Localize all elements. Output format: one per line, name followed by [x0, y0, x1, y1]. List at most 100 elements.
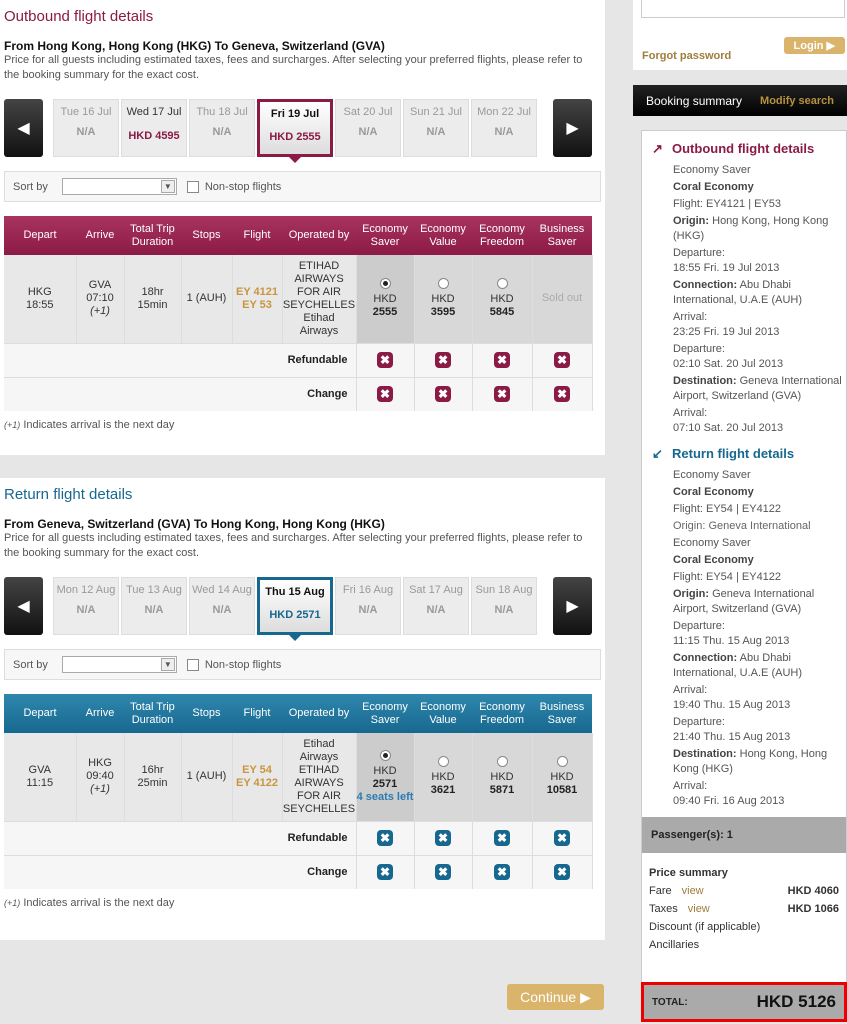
date-option[interactable]: Mon 12 Aug N/A	[53, 577, 119, 635]
detail-label: Departure:	[673, 620, 725, 632]
forgot-password-link[interactable]: Forgot password	[642, 50, 732, 62]
note-text: Indicates arrival is the next day	[20, 419, 175, 431]
fare-view-link[interactable]: view	[681, 885, 704, 897]
price-note: Price for all guests including estimated…	[4, 54, 583, 81]
cell-text: 15min	[137, 298, 168, 311]
fare-option[interactable]: HKD 2571 4 seats left	[356, 733, 415, 821]
date-option[interactable]: Sat 20 Jul N/A	[335, 99, 401, 157]
leg-detail: Connection: Abu Dhabi International, U.A…	[642, 278, 846, 308]
leg-detail: Departure: 21:40 Thu. 15 Aug 2013	[642, 715, 846, 745]
cell-text: EY 53	[242, 298, 272, 311]
flight-number-cell: EY 4121 EY 53	[232, 255, 283, 343]
flight-number-cell: EY 54 EY 4122	[232, 733, 283, 821]
total-row: TOTAL: HKD 5126	[641, 982, 847, 1022]
cabin: Coral Economy	[642, 553, 846, 568]
fare-currency: HKD	[490, 293, 514, 306]
x-icon: ✖	[435, 386, 451, 403]
continue-button[interactable]: Continue ▶	[507, 984, 604, 1010]
fare-option[interactable]: HKD 5845	[472, 255, 533, 343]
column-header: Economy Saver	[356, 694, 414, 733]
x-icon: ✖	[494, 386, 510, 403]
fare-radio[interactable]	[496, 756, 508, 768]
date-label: Mon 12 Aug	[56, 584, 116, 596]
column-header: Economy Saver	[356, 216, 414, 255]
fare-option[interactable]: HKD 2555	[356, 255, 415, 343]
date-option[interactable]: Mon 22 Jul N/A	[471, 99, 537, 157]
date-option[interactable]: Thu 18 Jul N/A	[189, 99, 255, 157]
fare-radio[interactable]	[379, 278, 391, 290]
fare-currency: HKD	[431, 293, 455, 306]
next-day-note: (+1) Indicates arrival is the next day	[4, 419, 601, 431]
next-day-mark: (+1)	[4, 420, 21, 430]
date-option[interactable]: Sat 17 Aug N/A	[403, 577, 469, 635]
flight-row[interactable]: HKG 18:55 GVA 07:10 (+1) 18hr 15min 1 (AUH) EY 4…	[4, 255, 593, 343]
date-option[interactable]: Tue 13 Aug N/A	[121, 577, 187, 635]
change-row: Change ✖ ✖ ✖ ✖	[4, 376, 593, 411]
duration-cell: 18hr 15min	[124, 255, 182, 343]
flight-row[interactable]: GVA 11:15 HKG 09:40 (+1) 16hr 25min 1 (AUH) EY 5…	[4, 733, 593, 821]
login-button[interactable]: Login ▶	[783, 37, 845, 54]
leg-detail: Departure: 02:10 Sat. 20 Jul 2013	[642, 342, 846, 372]
date-option[interactable]: Fri 19 Jul HKD 2555	[257, 99, 333, 163]
fare-option[interactable]: HKD 3621	[414, 733, 473, 821]
sort-select[interactable]: ▼	[61, 178, 177, 195]
date-option[interactable]: Wed 17 Jul HKD 4595	[121, 99, 187, 157]
prev-dates-button[interactable]: ◀	[4, 99, 43, 157]
column-header: Operated by	[282, 694, 356, 733]
fare-option[interactable]: HKD 5871	[472, 733, 533, 821]
detail-value: 07:10 Sat. 20 Jul 2013	[673, 422, 784, 434]
leg-detail: Origin: Geneva International Airport, Sw…	[642, 587, 846, 617]
date-option[interactable]: Wed 14 Aug N/A	[189, 577, 255, 635]
condition-cell: ✖	[472, 376, 533, 411]
column-header: Business Saver	[532, 694, 592, 733]
cell-text: AIRWAYS	[294, 272, 344, 285]
sort-select[interactable]: ▼	[61, 656, 177, 673]
outbound-summary-title: Outbound flight details	[672, 141, 815, 156]
date-option[interactable]: Tue 16 Jul N/A	[53, 99, 119, 157]
detail-label: Departure:	[673, 716, 725, 728]
login-box: Forgot password Login ▶	[633, 0, 847, 70]
date-option[interactable]: Sun 18 Aug N/A	[471, 577, 537, 635]
fare-type: Economy Saver	[673, 469, 751, 481]
fare-radio[interactable]	[556, 756, 568, 768]
detail-label: Destination:	[673, 375, 737, 387]
prev-dates-button[interactable]: ◀	[4, 577, 43, 635]
fare-radio[interactable]	[379, 749, 391, 761]
stops-cell: 1 (AUH)	[181, 255, 233, 343]
next-dates-button[interactable]: ▶	[553, 577, 592, 635]
operated-by-cell: ETIHAD AIRWAYS FOR AIR SEYCHELLES Etihad Airw…	[282, 255, 357, 343]
date-option[interactable]: Fri 16 Aug N/A	[335, 577, 401, 635]
date-option[interactable]: Sun 21 Jul N/A	[403, 99, 469, 157]
date-label: Mon 22 Jul	[477, 106, 531, 118]
detail-label: Departure:	[673, 247, 725, 259]
x-icon: ✖	[377, 352, 393, 368]
sort-bar: Sort by ▼ Non-stop flights	[4, 171, 601, 202]
condition-cell: ✖	[414, 376, 473, 411]
password-input[interactable]	[641, 0, 845, 18]
flight-numbers: Flight: EY54 | EY4122	[673, 571, 782, 583]
depart-cell: HKG 18:55	[4, 255, 77, 343]
fare-amount: 10581	[546, 784, 578, 797]
condition-label: Change	[4, 376, 357, 411]
nonstop-checkbox[interactable]	[186, 180, 199, 193]
fare-radio[interactable]	[437, 278, 449, 290]
passenger-count: Passenger(s): 1	[642, 817, 846, 853]
fare-radio[interactable]	[437, 756, 449, 768]
taxes-view-link[interactable]: view	[687, 903, 710, 915]
condition-cell: ✖	[356, 854, 415, 889]
modify-search-link[interactable]: Modify search	[760, 94, 835, 107]
fare-radio[interactable]	[496, 278, 508, 290]
date-label: Tue 16 Jul	[60, 106, 112, 118]
fare-option[interactable]: HKD 10581	[532, 733, 593, 821]
fare-amount: 2571	[372, 777, 398, 790]
sort-label: Sort by	[13, 658, 48, 671]
depart-cell: GVA 11:15	[4, 733, 77, 821]
leg-detail: Departure: 11:15 Thu. 15 Aug 2013	[642, 619, 846, 649]
fare-option[interactable]: HKD 3595	[414, 255, 473, 343]
date-option[interactable]: Thu 15 Aug HKD 2571	[257, 577, 333, 641]
cell-text: Airways	[299, 750, 339, 763]
next-dates-button[interactable]: ▶	[553, 99, 592, 157]
repeated-origin-text: Origin: Geneva International	[673, 520, 811, 532]
nonstop-checkbox[interactable]	[186, 658, 199, 671]
detail-label: Arrival:	[673, 780, 708, 792]
